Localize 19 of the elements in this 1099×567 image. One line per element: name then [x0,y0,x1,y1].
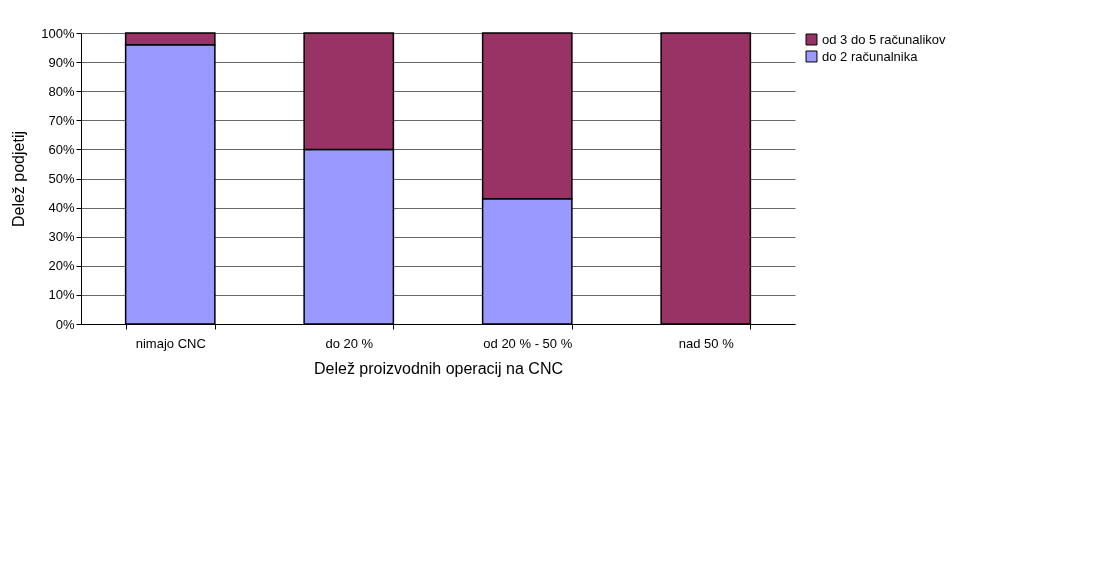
y-axis-title: Delež podjetij [10,130,28,228]
y-tick-label: 70% [48,112,75,128]
y-tick-label: 50% [48,171,75,186]
legend-label: do 2 računalnika [822,48,919,64]
y-tick-label: 60% [48,141,75,157]
x-axis-title: Delež proizvodnih operacij na CNC [313,359,564,377]
x-tick-label: do 20 % [325,335,374,351]
x-tick-label: nad 50 % [678,335,735,351]
y-tick-label: 90% [48,54,75,70]
legend-label: od 3 do 5 računalikov [822,31,947,47]
y-tick-label: 100% [41,25,75,41]
y-tick-label: 10% [48,287,75,303]
x-tick-label: nimajo CNC [135,335,206,351]
y-tick-label: 80% [48,83,75,99]
y-tick-label: 0% [55,316,75,332]
y-tick-label: 30% [48,229,75,245]
x-tick-label: od 20 % - 50 % [483,335,573,351]
y-tick-label: 20% [48,258,75,274]
y-tick-label: 40% [48,200,75,216]
